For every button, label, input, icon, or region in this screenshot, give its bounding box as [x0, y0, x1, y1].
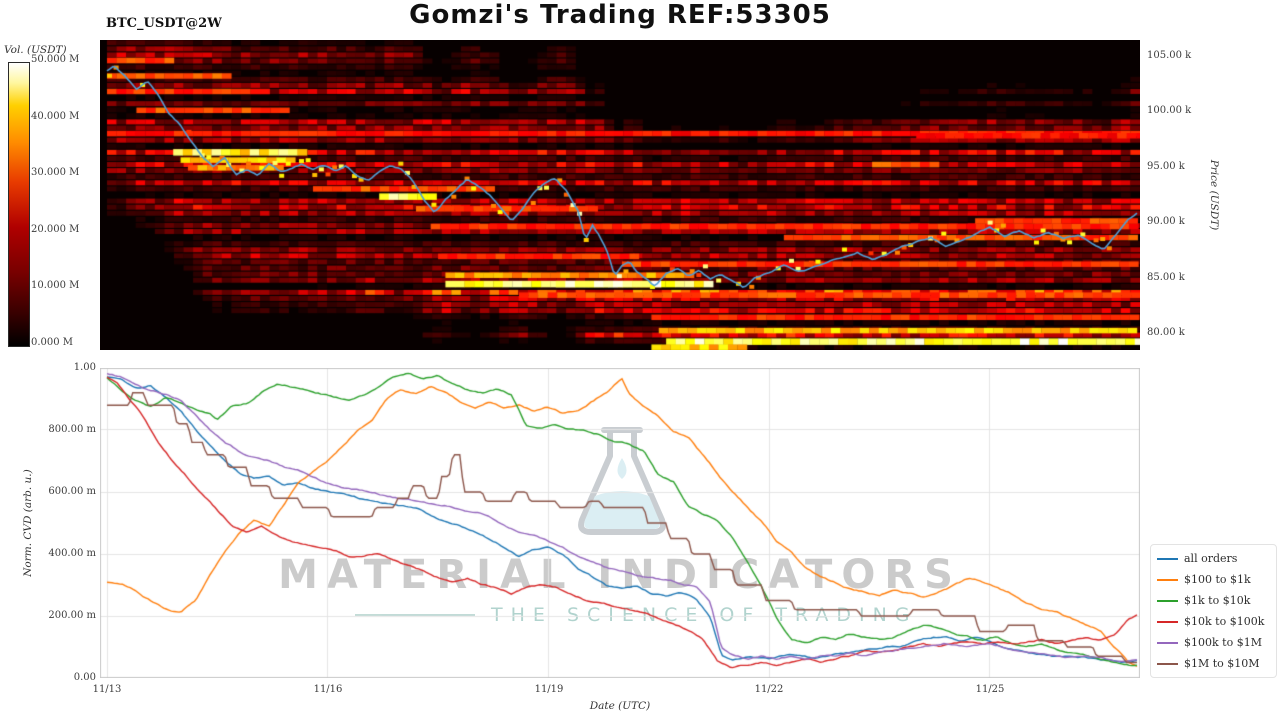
legend-item: $10k to $100k: [1157, 611, 1276, 632]
cvd-chart-canvas: [100, 368, 1140, 678]
price-axis-tick: 105.00 k: [1147, 50, 1192, 61]
legend-swatch: [1157, 620, 1178, 623]
cvd-y-tick: 800.00 m: [48, 424, 96, 435]
colorbar-tick: 40.000 M: [31, 111, 80, 122]
legend-swatch: [1157, 599, 1178, 602]
colorbar-tick: 20.000 M: [31, 224, 80, 235]
price-axis-tick: 90.00 k: [1147, 216, 1185, 227]
cvd-x-tick: 11/22: [754, 684, 784, 695]
legend-label: $1M to $10M: [1184, 657, 1260, 670]
legend-item: all orders: [1157, 548, 1276, 569]
cvd-y-tick: 200.00 m: [48, 610, 96, 621]
price-axis-tick: 95.00 k: [1147, 161, 1185, 172]
legend-label: $1k to $10k: [1184, 594, 1251, 607]
cvd-y-axis-label: Norm. CVD (arb. u.): [22, 469, 34, 577]
cvd-x-tick: 11/13: [92, 684, 122, 695]
legend-swatch: [1157, 662, 1178, 665]
legend-swatch: [1157, 578, 1178, 581]
price-axis-tick: 85.00 k: [1147, 272, 1185, 283]
legend-label: $10k to $100k: [1184, 615, 1265, 628]
cvd-x-tick: 11/25: [975, 684, 1005, 695]
legend: all orders $100 to $1k $1k to $10k $10k …: [1150, 544, 1277, 678]
legend-label: $100k to $1M: [1184, 636, 1262, 649]
legend-swatch: [1157, 557, 1178, 560]
legend-item: $1k to $10k: [1157, 590, 1276, 611]
liquidity-heatmap-canvas: [100, 40, 1140, 350]
legend-label: $100 to $1k: [1184, 573, 1251, 586]
legend-swatch: [1157, 641, 1178, 644]
cvd-y-tick: 400.00 m: [48, 548, 96, 559]
page-title: Gomzi's Trading REF:53305: [409, 0, 831, 30]
legend-item: $100 to $1k: [1157, 569, 1276, 590]
cvd-x-tick: 11/16: [313, 684, 343, 695]
legend-label: all orders: [1184, 552, 1238, 565]
cvd-x-tick: 11/19: [534, 684, 564, 695]
legend-item: $1M to $10M: [1157, 653, 1276, 674]
symbol-label: BTC_USDT@2W: [106, 16, 222, 31]
volume-colorbar: [8, 62, 30, 347]
cvd-y-tick: 0.00: [73, 672, 96, 683]
colorbar-label: Vol. (USDT): [4, 44, 67, 56]
colorbar-tick: 10.000 M: [31, 280, 80, 291]
colorbar-tick: 30.000 M: [31, 167, 80, 178]
cvd-x-axis-label: Date (UTC): [589, 700, 651, 712]
price-axis-label: Price (USDT): [1208, 159, 1220, 231]
colorbar-tick: 50.000 M: [31, 54, 80, 65]
cvd-y-tick: 600.00 m: [48, 486, 96, 497]
legend-item: $100k to $1M: [1157, 632, 1276, 653]
cvd-y-tick: 1.00: [73, 362, 96, 373]
price-axis-tick: 100.00 k: [1147, 105, 1192, 116]
colorbar-tick: 0.000 M: [31, 337, 74, 348]
price-axis-tick: 80.00 k: [1147, 327, 1185, 338]
